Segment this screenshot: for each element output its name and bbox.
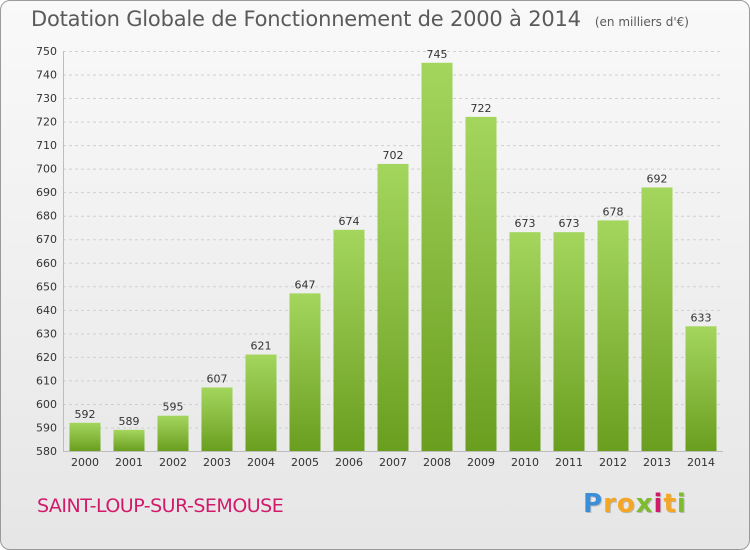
value-label: 607 (207, 372, 228, 385)
bar-2013 (641, 187, 673, 451)
logo-letter: x (635, 489, 654, 519)
bar-2001 (113, 429, 145, 451)
y-tick-label: 580 (36, 445, 57, 458)
chart-title-text: Dotation Globale de Fonctionnement de 20… (31, 7, 581, 31)
value-label: 722 (471, 102, 492, 115)
bar-2004 (245, 354, 277, 451)
logo-letter: i (676, 489, 687, 519)
bar-2000 (69, 422, 101, 451)
y-tick-label: 720 (36, 116, 57, 129)
bar-2010 (509, 232, 541, 451)
logo-letter: o (616, 489, 636, 519)
y-tick-label: 690 (36, 186, 57, 199)
value-label: 592 (75, 408, 96, 421)
bar-2012 (597, 220, 629, 451)
bars (69, 62, 717, 452)
commune-name: SAINT-LOUP-SUR-SEMOUSE (37, 495, 284, 517)
y-tick-label: 650 (36, 280, 57, 293)
y-tick-label: 610 (36, 374, 57, 387)
value-label: 673 (559, 217, 580, 230)
bar-2008 (421, 62, 453, 451)
x-tick-label: 2009 (467, 456, 495, 469)
x-tick-label: 2011 (555, 456, 583, 469)
x-tick-label: 2003 (203, 456, 231, 469)
x-tick-label: 2012 (599, 456, 627, 469)
y-tick-label: 710 (36, 139, 57, 152)
chart-title: Dotation Globale de Fonctionnement de 20… (31, 7, 689, 31)
x-tick-label: 2014 (687, 456, 715, 469)
y-tick-label: 670 (36, 233, 57, 246)
logo-letter: i (653, 489, 664, 519)
bar-2009 (465, 116, 497, 451)
y-tick-label: 620 (36, 351, 57, 364)
y-tick-label: 730 (36, 92, 57, 105)
x-tick-label: 2008 (423, 456, 451, 469)
x-tick-label: 2001 (115, 456, 143, 469)
logo-letter: r (603, 489, 617, 519)
x-tick-label: 2013 (643, 456, 671, 469)
value-label: 621 (251, 340, 272, 353)
value-label: 692 (647, 172, 668, 185)
value-label: 674 (339, 215, 360, 228)
bar-2002 (157, 415, 189, 451)
chart-subtitle: (en milliers d'€) (594, 15, 689, 29)
value-label: 633 (691, 311, 712, 324)
x-tick-label: 2010 (511, 456, 539, 469)
value-label: 702 (383, 149, 404, 162)
value-label: 745 (427, 48, 448, 61)
bar-2006 (333, 229, 365, 451)
bar-2011 (553, 232, 585, 451)
proxiti-logo: Proxiti (583, 489, 687, 519)
y-tick-label: 680 (36, 210, 57, 223)
value-label: 673 (515, 217, 536, 230)
value-label: 647 (295, 278, 316, 291)
y-tick-label: 740 (36, 69, 57, 82)
x-tick-label: 2000 (71, 456, 99, 469)
value-labels: 592 589 595 607 621 647 674 702 745 722 673 673 678 6… (75, 48, 712, 428)
y-tick-label: 640 (36, 304, 57, 317)
y-tick-label: 630 (36, 327, 57, 340)
value-label: 595 (163, 401, 184, 414)
y-tick-label: 660 (36, 257, 57, 270)
y-tick-label: 700 (36, 163, 57, 176)
x-tick-label: 2007 (379, 456, 407, 469)
y-tick-label: 590 (36, 421, 57, 434)
bar-2014 (685, 326, 717, 451)
bar-2005 (289, 293, 321, 451)
x-tick-label: 2005 (291, 456, 319, 469)
value-label: 589 (119, 415, 140, 428)
bar-2003 (201, 387, 233, 451)
value-label: 678 (603, 205, 624, 218)
bar-2007 (377, 163, 409, 452)
y-axis-ticks: 580 590 600 610 620 630 640 650 660 670 680 690 700 7… (36, 45, 57, 458)
x-axis-ticks: 2000 2001 2002 2003 2004 2005 2006 2007 2008 2009… (71, 456, 715, 469)
y-tick-label: 600 (36, 398, 57, 411)
y-tick-label: 750 (36, 45, 57, 58)
x-tick-label: 2002 (159, 456, 187, 469)
logo-letter: t (663, 489, 677, 519)
x-tick-label: 2006 (335, 456, 363, 469)
x-tick-label: 2004 (247, 456, 275, 469)
logo-letter: P (583, 489, 604, 519)
